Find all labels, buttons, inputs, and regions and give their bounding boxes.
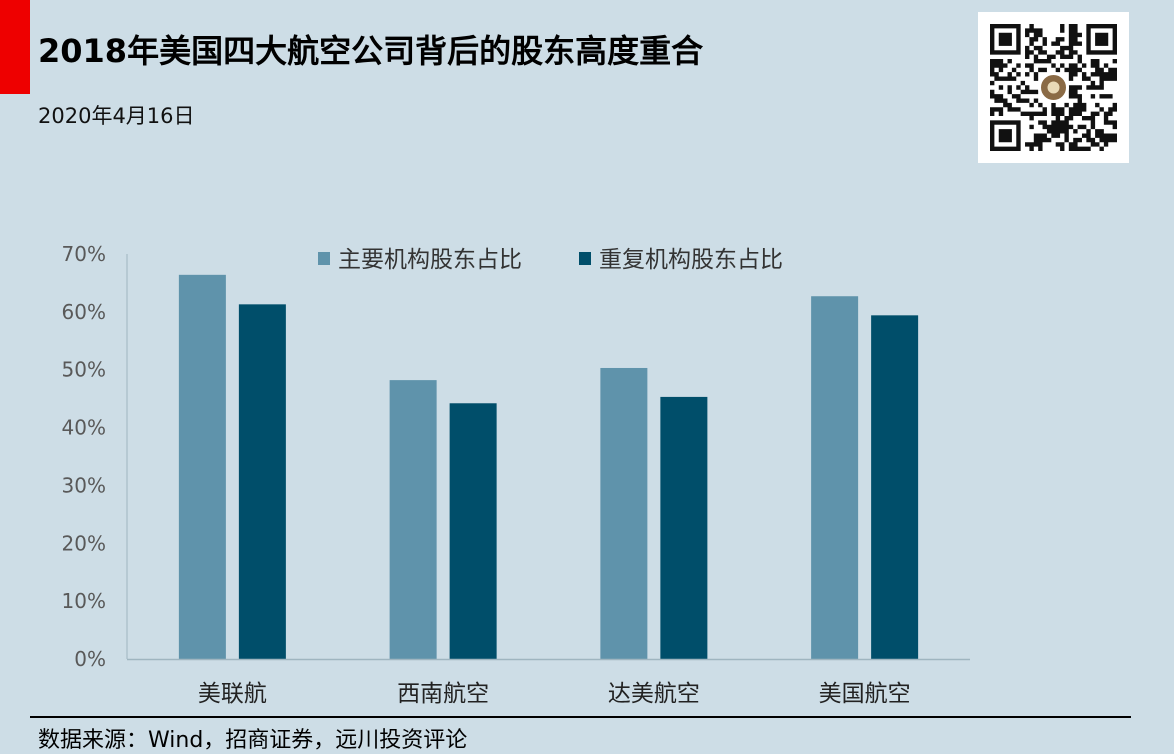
y-tick-label: 40%: [62, 416, 106, 440]
legend-label: 重复机构股东占比: [599, 247, 783, 273]
x-tick-label: 美联航: [198, 681, 267, 707]
y-axis: 0% 10% 20% 30% 40% 50% 60% 70%: [62, 242, 128, 671]
bar: [600, 367, 648, 659]
y-tick-label: 30%: [62, 473, 106, 497]
chart-legend: 主要机构股东占比 重复机构股东占比: [318, 247, 783, 273]
bar: [389, 380, 437, 659]
accent-bar: [0, 0, 30, 94]
legend-swatch: [318, 252, 330, 265]
bars: [178, 274, 919, 659]
bar: [871, 315, 919, 659]
y-tick-label: 50%: [62, 358, 106, 382]
bar: [660, 396, 708, 659]
y-tick-label: 0%: [74, 647, 106, 671]
x-tick-label: 美国航空: [819, 681, 911, 707]
bar: [238, 304, 286, 659]
bar: [178, 274, 226, 659]
legend-label: 主要机构股东占比: [338, 247, 522, 273]
bar: [811, 296, 859, 659]
legend-swatch: [579, 252, 591, 265]
chart-date: 2020年4月16日: [38, 104, 195, 128]
data-source: 数据来源：Wind，招商证券，远川投资评论: [38, 728, 468, 753]
y-tick-label: 10%: [62, 589, 106, 613]
qr-code-image: [978, 12, 1129, 163]
chart-title: 2018年美国四大航空公司背后的股东高度重合: [38, 32, 704, 70]
footer-divider: [30, 716, 1131, 718]
bar: [449, 403, 497, 659]
x-tick-label: 达美航空: [608, 681, 700, 707]
y-tick-label: 70%: [62, 242, 106, 266]
y-tick-label: 20%: [62, 531, 106, 555]
y-tick-label: 60%: [62, 300, 106, 324]
x-axis: 美联航 西南航空 达美航空 美国航空: [127, 658, 970, 707]
x-tick-label: 西南航空: [397, 681, 489, 707]
